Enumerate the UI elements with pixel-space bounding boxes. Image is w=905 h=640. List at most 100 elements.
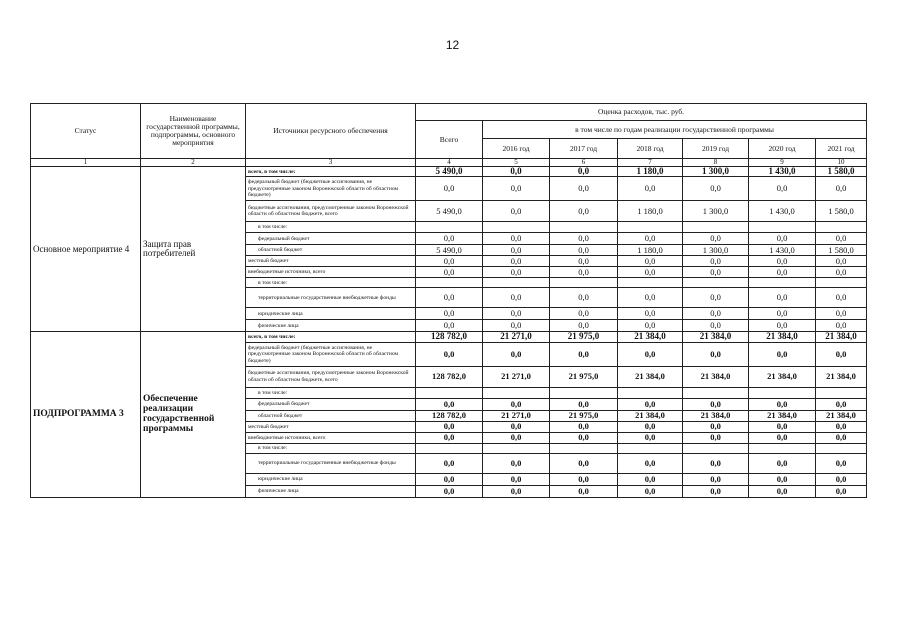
year-value-cell (748, 442, 816, 454)
header-year: 2016 год (482, 138, 550, 159)
year-value-cell: 1 180,0 (617, 165, 683, 178)
year-value-cell: 0,0 (482, 319, 550, 333)
year-value-cell: 0,0 (482, 420, 550, 433)
year-value-cell: 0,0 (549, 255, 618, 268)
year-value-cell: 0,0 (682, 176, 749, 202)
year-value-cell: 0,0 (814, 452, 868, 474)
year-value-cell: 0,0 (682, 307, 749, 321)
column-number: 3 (245, 158, 416, 167)
year-value-cell (682, 386, 749, 399)
source-cell: бюджетные ассигнования, предусмотренные … (245, 365, 416, 388)
header-year: 2019 год (682, 138, 749, 159)
column-number: 9 (748, 158, 816, 167)
year-value-cell: 21 384,0 (617, 331, 683, 343)
year-value-cell: 21 384,0 (814, 331, 868, 343)
year-value-cell: 1 580,0 (814, 165, 868, 178)
year-value-cell: 0,0 (549, 472, 618, 486)
status-cell: ПОДПРОГРАММА 3 (30, 331, 141, 498)
year-value-cell: 0,0 (482, 484, 550, 498)
total-value-cell: 0,0 (415, 420, 483, 433)
year-value-cell: 1 430,0 (748, 200, 816, 223)
table-row: Основное мероприятие 4 Защита прав потреб… (30, 165, 868, 333)
year-value-cell (549, 442, 618, 454)
year-value-cell: 0,0 (617, 307, 683, 321)
header-by-years: в том числе по годам реализации государс… (481, 120, 868, 139)
expenditure-table: Статус Наименование государственной прог… (30, 103, 868, 498)
table-row: в том числе: (31, 442, 868, 454)
total-value-cell: 128 782,0 (415, 331, 483, 343)
total-value-cell: 0,0 (415, 176, 483, 202)
source-cell: территориальные государственные внебюдже… (245, 287, 416, 309)
year-value-cell: 1 580,0 (814, 200, 868, 223)
program-name-cell: Обеспечение реализации государственной п… (140, 331, 246, 498)
year-value-cell: 0,0 (814, 472, 868, 486)
source-cell: внебюджетные источники, всего (245, 431, 416, 444)
year-value-cell: 0,0 (482, 472, 550, 486)
year-value-cell: 0,0 (748, 472, 816, 486)
year-value-cell (617, 277, 683, 289)
year-value-cell: 0,0 (617, 341, 683, 367)
year-value-cell: 0,0 (617, 484, 683, 498)
total-value-cell: 5 490,0 (415, 200, 483, 223)
table-row: внебюджетные источники, всего 0,0 0,0 0,0 0,… (31, 266, 868, 279)
year-value-cell: 0,0 (482, 165, 550, 178)
year-value-cell: 0,0 (482, 287, 550, 309)
header-estimate: Оценка расходов, тыс. руб. (414, 103, 868, 121)
column-number: 1 (30, 158, 141, 167)
year-value-cell (617, 442, 683, 454)
total-value-cell: 0,0 (415, 472, 483, 486)
page-number: 12 (445, 38, 460, 52)
source-cell: в том числе: (245, 277, 416, 289)
table-row: областной бюджет 128 782,0 21 271,0 21 975,… (31, 409, 868, 422)
year-value-cell: 0,0 (748, 420, 816, 433)
year-value-cell: 0,0 (814, 484, 868, 498)
year-value-cell (549, 386, 618, 399)
table-row: внебюджетные источники, всего 0,0 0,0 0,0 0,… (31, 431, 868, 444)
year-value-cell: 0,0 (617, 420, 683, 433)
source-cell: бюджетные ассигнования, предусмотренные … (245, 200, 416, 223)
year-value-cell: 0,0 (682, 420, 749, 433)
year-value-cell: 21 384,0 (748, 409, 816, 422)
total-value-cell (415, 277, 483, 289)
column-number: 6 (549, 158, 618, 167)
year-value-cell: 0,0 (549, 266, 618, 279)
table-row: федеральный бюджет 0,0 0,0 0,0 0,0 0,0 0,0 0,0 (31, 232, 868, 246)
table-row: ПОДПРОГРАММА 3 Обеспечение реализации гос… (30, 331, 868, 498)
year-value-cell: 0,0 (682, 232, 749, 246)
source-cell: местный бюджет (245, 255, 416, 268)
year-value-cell: 0,0 (549, 244, 618, 257)
table-row: физические лица 0,0 0,0 0,0 0,0 0,0 0,0 0,0 (31, 319, 868, 333)
year-value-cell: 21 271,0 (482, 365, 550, 388)
year-value-cell: 21 384,0 (814, 409, 868, 422)
year-value-cell: 0,0 (482, 431, 550, 444)
source-cell: федеральный бюджет (245, 397, 416, 411)
year-value-cell (682, 277, 749, 289)
total-value-cell: 0,0 (415, 287, 483, 309)
year-value-cell: 0,0 (482, 452, 550, 474)
year-value-cell: 21 271,0 (482, 409, 550, 422)
year-value-cell: 0,0 (482, 200, 550, 223)
year-value-cell: 1 300,0 (682, 165, 749, 178)
total-value-cell: 0,0 (415, 232, 483, 246)
total-value-cell: 5 490,0 (415, 165, 483, 178)
year-value-cell: 0,0 (617, 176, 683, 202)
source-cell: всего, в том числе: (245, 331, 416, 343)
year-value-cell: 0,0 (482, 244, 550, 257)
year-value-cell: 0,0 (549, 287, 618, 309)
year-value-cell: 0,0 (617, 287, 683, 309)
source-cell: внебюджетные источники, всего (245, 266, 416, 279)
year-value-cell: 0,0 (549, 341, 618, 367)
year-value-cell: 21 384,0 (617, 409, 683, 422)
year-value-cell: 21 975,0 (549, 409, 618, 422)
total-value-cell: 0,0 (415, 266, 483, 279)
header-year: 2018 год (617, 138, 683, 159)
year-value-cell: 0,0 (682, 319, 749, 333)
table-row: федеральный бюджет 0,0 0,0 0,0 0,0 0,0 0,0 0,0 (31, 397, 868, 411)
year-value-cell (482, 221, 550, 234)
year-value-cell: 1 430,0 (748, 165, 816, 178)
year-value-cell (814, 386, 868, 399)
total-value-cell: 128 782,0 (415, 409, 483, 422)
year-value-cell: 1 300,0 (682, 244, 749, 257)
year-value-cell: 21 975,0 (549, 365, 618, 388)
year-value-cell: 0,0 (482, 397, 550, 411)
